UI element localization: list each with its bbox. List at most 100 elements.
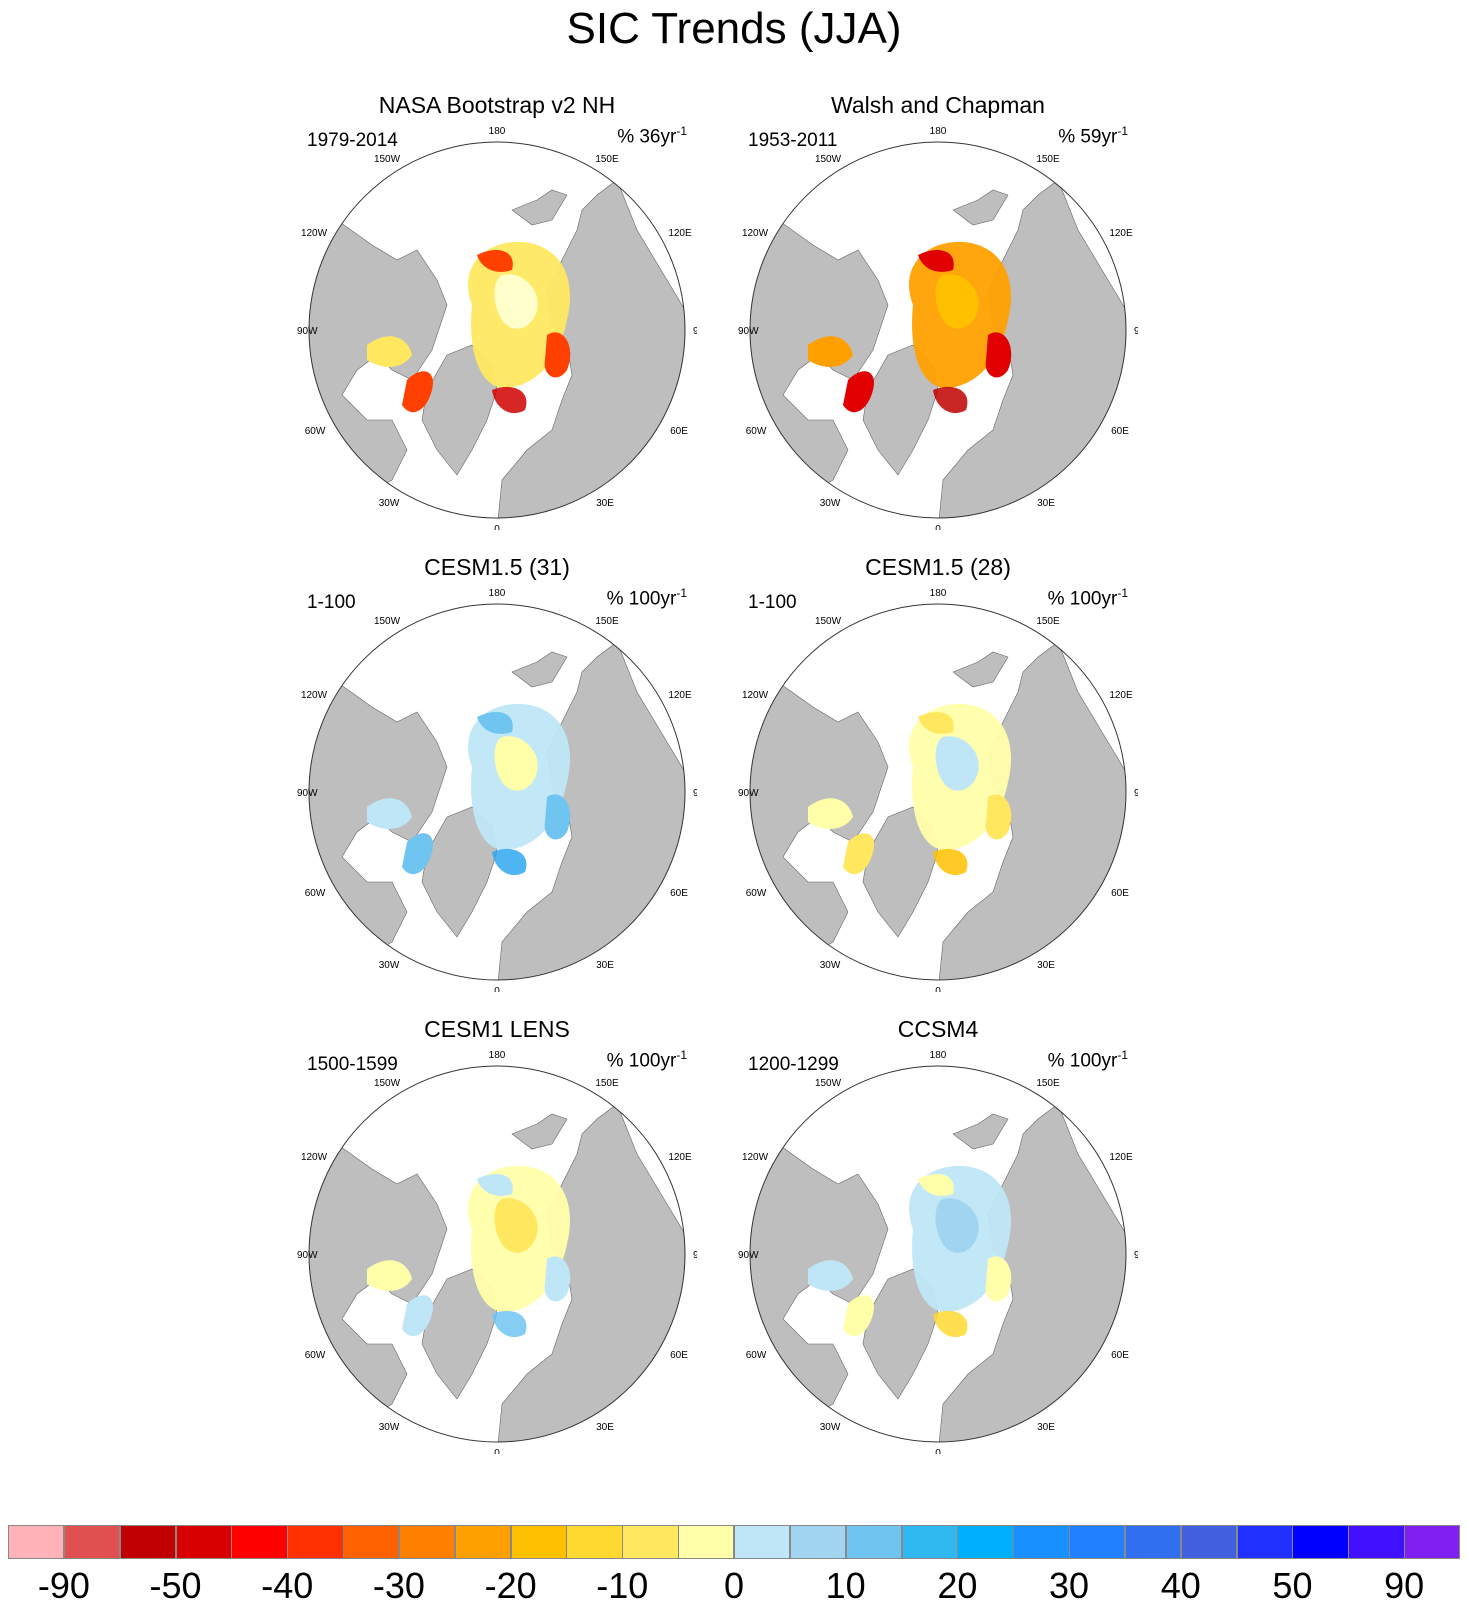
lon-label: 90E xyxy=(693,788,697,799)
sea-ice-edge-east xyxy=(985,332,1012,378)
panel-title: CCSM4 xyxy=(897,1016,979,1042)
panel-units: % 100yr-1 xyxy=(606,586,687,610)
sea-ice-edge-east xyxy=(544,332,571,378)
lon-label: 150E xyxy=(1036,616,1060,627)
lon-label: 180 xyxy=(489,126,506,137)
lon-label: 0 xyxy=(494,986,500,992)
colorbar-tick-label: 40 xyxy=(1160,1565,1201,1606)
colorbar-cell xyxy=(678,1525,735,1559)
lon-label: 150E xyxy=(595,616,619,627)
panel-title: CESM1 LENS xyxy=(424,1016,570,1042)
colorbar-tick-label: -90 xyxy=(37,1565,90,1606)
sea-ice-baffin xyxy=(843,371,874,413)
lon-label: 60E xyxy=(670,888,688,899)
panel-period: 1979-2014 xyxy=(307,130,398,151)
map-panel: CESM1.5 (31) 1-100 % 100yr-1 180 0 xyxy=(277,554,717,994)
sea-ice-edge-east xyxy=(544,794,571,840)
polar-map: 180 0 150W 150E 120W 120E 90W 90E 60W 60… xyxy=(738,1050,1138,1454)
lon-label: 90W xyxy=(297,1250,318,1261)
sea-ice-baffin xyxy=(843,833,874,875)
panel-title: Walsh and Chapman xyxy=(831,92,1045,118)
map-border xyxy=(749,603,1127,981)
sea-ice-edge-north xyxy=(477,250,513,272)
panel-units: % 100yr-1 xyxy=(606,1048,687,1072)
lon-label: 0 xyxy=(494,524,500,530)
lon-label: 90E xyxy=(1134,1250,1138,1261)
sea-ice-baffin xyxy=(402,1295,433,1337)
panel-units: % 100yr-1 xyxy=(1047,586,1128,610)
sea-ice-center xyxy=(494,1198,538,1253)
sea-ice-baffin xyxy=(843,1295,874,1337)
lon-label: 120W xyxy=(301,228,328,239)
lon-label: 150E xyxy=(595,154,619,165)
lon-label: 120E xyxy=(668,228,692,239)
colorbar-cell xyxy=(1236,1525,1293,1559)
lon-label: 60W xyxy=(746,1350,767,1361)
land-eurasia xyxy=(496,1103,685,1442)
land-greenland xyxy=(862,806,939,938)
lon-label: 180 xyxy=(930,588,947,599)
map-panel: CCSM4 1200-1299 % 100yr-1 180 0 150 xyxy=(718,1016,1158,1456)
polar-map: 180 0 150W 150E 120W 120E 90W 90E 60W 60… xyxy=(738,588,1138,992)
sea-ice-hudson xyxy=(367,1260,412,1291)
lon-label: 90W xyxy=(297,326,318,337)
panel-units: % 59yr-1 xyxy=(1058,124,1128,148)
lon-label: 180 xyxy=(930,126,947,137)
lon-label: 120W xyxy=(301,690,328,701)
land-chukotka xyxy=(952,1113,1009,1150)
sea-ice-edge-north xyxy=(918,712,954,734)
colorbar-tick-label: -10 xyxy=(596,1565,649,1606)
lon-label: 60E xyxy=(670,1350,688,1361)
lon-label: 60E xyxy=(1111,888,1129,899)
colorbar-cell xyxy=(8,1525,65,1559)
sea-ice-edge-east xyxy=(544,1256,571,1302)
lon-label: 150E xyxy=(1036,154,1060,165)
lon-label: 60W xyxy=(305,888,326,899)
land-eurasia xyxy=(937,179,1126,518)
lon-label: 30W xyxy=(379,498,400,509)
sea-ice-center xyxy=(494,736,538,791)
colorbar-tick-label: -20 xyxy=(484,1565,537,1606)
sea-ice-edge-north xyxy=(477,1174,513,1196)
colorbar-tick-label: 10 xyxy=(825,1565,866,1606)
lon-label: 180 xyxy=(930,1050,947,1061)
land-chukotka xyxy=(511,651,568,688)
lon-label: 150E xyxy=(1036,1078,1060,1089)
map-border xyxy=(308,141,686,519)
sea-ice-center xyxy=(935,1198,979,1253)
lon-label: 30E xyxy=(1037,498,1055,509)
colorbar-cell xyxy=(1069,1525,1126,1559)
lon-label: 30W xyxy=(379,960,400,971)
sea-ice-greenland-sea xyxy=(492,386,527,414)
sea-ice-hudson xyxy=(367,798,412,829)
sea-ice-edge-north xyxy=(918,1174,954,1196)
lon-label: 120W xyxy=(742,690,769,701)
colorbar-cell xyxy=(510,1525,567,1559)
lon-label: 90W xyxy=(738,788,759,799)
map-border xyxy=(308,603,686,981)
panel-period: 1-100 xyxy=(748,592,797,613)
colorbar-cell xyxy=(231,1525,288,1559)
sea-ice-edge-east xyxy=(985,794,1012,840)
land-eurasia xyxy=(496,179,685,518)
colorbar-cell xyxy=(287,1525,344,1559)
colorbar xyxy=(8,1525,1461,1559)
sea-ice-baffin xyxy=(402,371,433,413)
lon-label: 30W xyxy=(820,498,841,509)
lon-label: 120W xyxy=(301,1152,328,1163)
lon-label: 90W xyxy=(738,1250,759,1261)
lon-label: 60E xyxy=(1111,426,1129,437)
land-chukotka xyxy=(952,189,1009,226)
lon-label: 90E xyxy=(693,326,697,337)
colorbar-cell xyxy=(1292,1525,1349,1559)
panel-title: CESM1.5 (31) xyxy=(424,554,570,580)
lon-label: 180 xyxy=(489,1050,506,1061)
polar-map: 180 0 150W 150E 120W 120E 90W 90E 60W 60… xyxy=(738,126,1138,530)
panel-title: CESM1.5 (28) xyxy=(865,554,1011,580)
sea-ice-center xyxy=(935,274,979,329)
lon-label: 60W xyxy=(305,1350,326,1361)
panel-units: % 100yr-1 xyxy=(1047,1048,1128,1072)
lon-label: 30W xyxy=(820,1422,841,1433)
colorbar-cell xyxy=(119,1525,177,1559)
colorbar-cell xyxy=(566,1525,623,1559)
